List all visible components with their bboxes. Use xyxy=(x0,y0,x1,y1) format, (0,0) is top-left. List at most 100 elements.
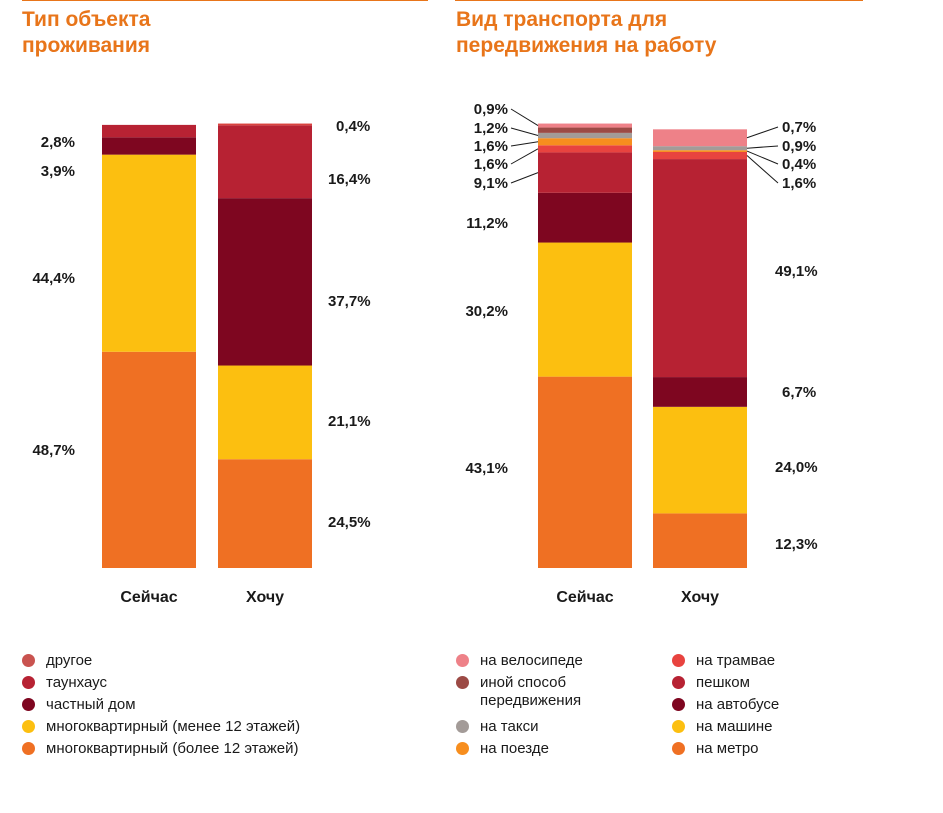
housing-title-line1: Тип объекта xyxy=(22,8,151,31)
housing-data-label-now-многоквартирный-менее-12-этажей: 44,4% xyxy=(32,270,75,287)
housing-legend-item-таунхаус: таунхаус xyxy=(22,674,107,692)
transport-data-label-now-на-метро: 43,1% xyxy=(465,460,508,477)
housing-bar-now-многоквартирный-более-12-этажей xyxy=(102,351,196,568)
transport-legend-item-на-велосипеде: на велосипеде xyxy=(456,652,583,670)
transport-data-label-want-на-поезде: 0,4% xyxy=(782,156,816,173)
transport-bar-want-пешком xyxy=(653,159,747,378)
transport-data-label-now-пешком: 9,1% xyxy=(474,175,508,192)
transport-leader-line-want-на-поезде xyxy=(746,150,779,165)
housing-bar-now-частный-дом xyxy=(102,137,196,155)
housing-legend-item-частный-дом: частный дом xyxy=(22,696,136,714)
top-rule-right xyxy=(455,0,863,1)
legend-label: многоквартирный (более 12 этажей) xyxy=(46,740,299,757)
transport-data-label-now-на-такси: 1,2% xyxy=(474,120,508,137)
legend-swatch xyxy=(672,676,685,689)
legend-label: на машине xyxy=(696,718,773,735)
legend-transport-right: на трамвае пешком на автобусе на машине на м… xyxy=(672,652,872,762)
transport-data-label-want-на-трамвае: 1,6% xyxy=(782,175,816,192)
transport-bar-want-на-машине xyxy=(653,406,747,514)
legend-label: иной способ передвижения xyxy=(480,674,582,709)
transport-bar-now-на-поезде xyxy=(538,138,632,146)
transport-title-line1: Вид транспорта для xyxy=(456,8,668,31)
housing-data-label-want-многоквартирный-более-12-этажей: 24,5% xyxy=(328,514,371,531)
housing-chart-title: Тип объекта проживания xyxy=(22,7,150,59)
transport-legend-item-на-поезде: на поезде xyxy=(456,740,549,758)
transport-bar-now-иной-способ-передвижения xyxy=(538,127,632,133)
legend-transport-left: на велосипеде иной способ передвижения на … xyxy=(456,652,656,762)
transport-data-label-want-на-метро: 12,3% xyxy=(775,536,818,553)
housing-data-label-now-частный-дом: 3,9% xyxy=(41,163,75,180)
transport-bar-want-на-метро xyxy=(653,513,747,568)
transport-data-label-now-на-велосипеде: 0,9% xyxy=(474,101,508,118)
transport-data-label-want-на-велосипеде: 0,7% xyxy=(782,119,816,136)
housing-category-label-want: Хочу xyxy=(246,589,284,606)
legend-swatch xyxy=(672,654,685,667)
transport-legend-item-иной-способ-передвижения: иной способ передвижения xyxy=(456,674,630,710)
transport-bar-now-на-велосипеде xyxy=(538,123,632,128)
legend-swatch xyxy=(22,742,35,755)
transport-bar-now-на-такси xyxy=(538,132,632,139)
housing-legend-item-другое: другое xyxy=(22,652,92,670)
transport-data-label-now-на-машине: 30,2% xyxy=(465,303,508,320)
legend-label: на автобусе xyxy=(696,696,780,713)
transport-leader-line-now-на-поезде xyxy=(510,141,539,147)
legend-label: на велосипеде xyxy=(480,652,583,669)
legend-label: на трамвае xyxy=(696,652,776,669)
legend-swatch xyxy=(22,676,35,689)
transport-data-label-now-на-поезде: 1,6% xyxy=(474,138,508,155)
transport-category-label-now: Сейчас xyxy=(556,589,613,606)
housing-bar-now-многоквартирный-менее-12-этажей xyxy=(102,154,196,352)
housing-bar-want-частный-дом xyxy=(218,198,312,366)
transport-data-label-want-пешком: 49,1% xyxy=(775,263,818,280)
transport-bar-now-на-автобусе xyxy=(538,192,632,243)
transport-leader-line-now-на-велосипеде xyxy=(510,108,539,126)
transport-bar-want-на-автобусе xyxy=(653,377,747,407)
housing-bar-want-многоквартирный-менее-12-этажей xyxy=(218,365,312,460)
transport-leader-line-now-пешком xyxy=(510,172,539,184)
transport-bar-now-на-трамвае xyxy=(538,145,632,153)
top-rule-left xyxy=(22,0,428,1)
transport-legend-item-на-такси: на такси xyxy=(456,718,538,736)
transport-legend-item-на-метро: на метро xyxy=(672,740,759,758)
housing-bar-want-таунхаус xyxy=(218,125,312,199)
legend-swatch xyxy=(456,720,469,733)
housing-title-line2: проживания xyxy=(22,34,151,57)
transport-leader-line-want-на-такси xyxy=(746,145,779,149)
legend-swatch xyxy=(456,676,469,689)
legend-swatch xyxy=(672,698,685,711)
legend-swatch xyxy=(456,654,469,667)
transport-bar-now-пешком xyxy=(538,152,632,193)
housing-chart: Сейчас Хочу 48,7% 44,4% 3,9% 2,8% 24,5% 21,1% 37… xyxy=(32,118,370,606)
legend-housing: другое таунхаус частный дом многоквартирный… xyxy=(22,652,422,762)
legend-label: пешком xyxy=(696,674,750,691)
transport-leader-line-now-на-такси xyxy=(510,127,539,137)
housing-data-label-now-таунхаус: 2,8% xyxy=(41,134,75,151)
legend-label: многоквартирный (менее 12 этажей) xyxy=(46,718,301,735)
legend-label: частный дом xyxy=(46,696,136,713)
legend-label: на метро xyxy=(696,740,759,757)
legend-swatch xyxy=(22,698,35,711)
housing-legend-item-многоквартирный-более-12-этажей: многоквартирный (более 12 этажей) xyxy=(22,740,299,758)
transport-data-label-now-на-трамвае: 1,6% xyxy=(474,156,508,173)
housing-data-label-now-многоквартирный-более-12-этажей: 48,7% xyxy=(32,442,75,459)
transport-chart-title: Вид транспорта для передвижения на работ… xyxy=(456,7,716,59)
housing-bar-want-другое xyxy=(218,123,312,126)
legend-swatch xyxy=(672,720,685,733)
transport-category-label-want: Хочу xyxy=(681,589,719,606)
transport-title-line2: передвижения на работу xyxy=(456,34,717,57)
transport-data-label-want-на-такси: 0,9% xyxy=(782,138,816,155)
housing-bar-now-таунхаус xyxy=(102,124,196,138)
transport-legend-item-на-машине: на машине xyxy=(672,718,773,736)
transport-leader-line-want-на-велосипеде xyxy=(746,126,779,139)
housing-category-label-now: Сейчас xyxy=(120,589,177,606)
transport-bar-want-на-такси xyxy=(653,146,747,151)
legend-label: на поезде xyxy=(480,740,549,757)
transport-leader-line-now-на-трамвае xyxy=(510,148,539,165)
legend-swatch xyxy=(672,742,685,755)
transport-leader-line-want-на-трамвае xyxy=(746,155,779,184)
housing-bar-want-многоквартирный-более-12-этажей xyxy=(218,459,312,568)
transport-legend-item-пешком: пешком xyxy=(672,674,750,692)
legend-label: на такси xyxy=(480,718,539,735)
transport-bar-want-на-трамвае xyxy=(653,151,747,160)
